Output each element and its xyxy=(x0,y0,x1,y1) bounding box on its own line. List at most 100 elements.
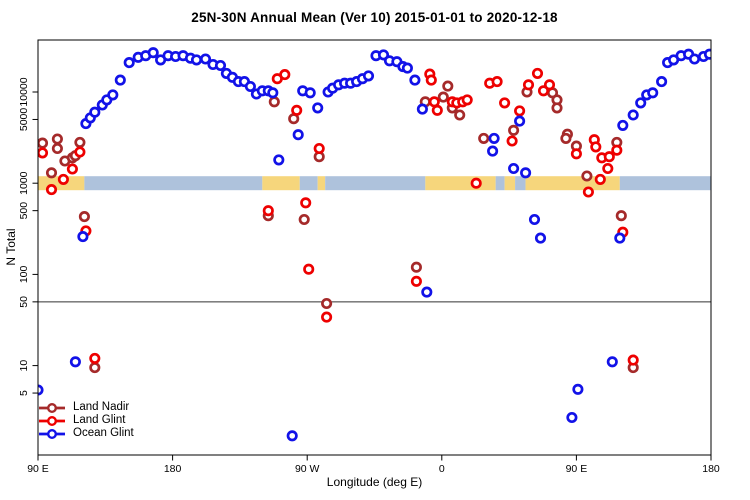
map-band-land-segment xyxy=(425,176,496,191)
legend-item-land-nadir: Land Nadir xyxy=(38,401,134,414)
data-point-ocean-glint xyxy=(703,48,711,60)
data-point-land-nadir xyxy=(51,142,63,155)
y-tick-label: 500 xyxy=(18,202,30,220)
map-band-ocean-segment xyxy=(325,176,426,191)
data-point-land-glint xyxy=(300,197,312,209)
data-point-ocean-glint xyxy=(401,62,413,74)
data-point-land-nadir xyxy=(89,362,101,374)
y-tick-label: 10 xyxy=(18,360,30,372)
data-point-ocean-glint xyxy=(362,70,375,82)
data-point-ocean-glint xyxy=(488,132,500,144)
data-point-ocean-glint xyxy=(614,232,626,244)
data-point-land-glint xyxy=(428,96,440,108)
data-point-ocean-glint xyxy=(534,232,547,244)
data-point-land-nadir xyxy=(615,210,627,222)
data-point-ocean-glint xyxy=(409,74,421,86)
y-tick-label: 50 xyxy=(18,296,30,308)
data-point-land-nadir xyxy=(551,102,563,114)
map-band-land-segment xyxy=(317,176,326,191)
data-point-land-glint xyxy=(531,67,544,79)
map-band-ocean-segment xyxy=(495,176,505,191)
legend-marker-land-nadir xyxy=(39,402,65,413)
data-point-land-nadir xyxy=(478,132,490,144)
data-point-ocean-glint xyxy=(606,356,618,368)
data-point-land-glint xyxy=(279,69,291,81)
data-point-land-nadir xyxy=(38,137,49,149)
data-point-land-glint xyxy=(303,263,315,275)
data-point-land-nadir xyxy=(437,91,449,103)
data-point-ocean-glint xyxy=(107,89,119,101)
data-point-ocean-glint xyxy=(69,356,81,368)
data-point-ocean-glint xyxy=(267,87,279,99)
data-point-land-nadir xyxy=(45,167,58,179)
data-point-ocean-glint xyxy=(89,106,101,118)
data-point-ocean-glint xyxy=(688,53,701,65)
y-tick-label: 1000 xyxy=(18,171,30,195)
data-point-ocean-glint xyxy=(123,57,135,69)
legend: Land Nadir Land Glint Ocean Glint xyxy=(38,401,134,440)
data-point-land-glint xyxy=(313,142,325,155)
data-point-ocean-glint xyxy=(286,430,298,442)
data-point-ocean-glint xyxy=(147,47,159,59)
data-point-land-glint xyxy=(74,146,86,158)
data-point-land-nadir xyxy=(581,170,593,182)
x-tick-label: 90 E xyxy=(27,463,49,475)
data-point-ocean-glint xyxy=(520,167,532,179)
data-point-ocean-glint xyxy=(244,80,256,93)
data-point-land-glint xyxy=(594,173,606,185)
legend-item-ocean-glint: Ocean Glint xyxy=(38,427,134,440)
data-point-ocean-glint xyxy=(292,129,304,141)
data-point-ocean-glint xyxy=(566,411,578,424)
y-tick-label: 100 xyxy=(18,265,30,283)
data-point-land-nadir xyxy=(508,124,520,136)
data-point-ocean-glint xyxy=(656,76,668,88)
data-point-land-glint xyxy=(410,275,422,287)
data-point-land-glint xyxy=(425,74,437,86)
legend-label-land-glint: Land Glint xyxy=(73,414,126,426)
data-point-ocean-glint xyxy=(421,286,433,298)
chart-title: 25N-30N Annual Mean (Ver 10) 2015-01-01 … xyxy=(191,10,558,25)
data-point-land-glint xyxy=(602,162,614,175)
y-tick-label: 5000 xyxy=(18,108,30,132)
y-axis-title: N Total xyxy=(4,228,18,266)
data-point-ocean-glint xyxy=(312,102,324,114)
data-point-ocean-glint xyxy=(77,231,89,243)
data-point-ocean-glint xyxy=(114,74,126,86)
data-point-ocean-glint xyxy=(190,54,203,66)
data-point-land-nadir xyxy=(268,96,280,108)
legend-label-ocean-glint: Ocean Glint xyxy=(73,427,134,439)
y-tick-label: 5 xyxy=(18,390,30,396)
data-point-land-nadir xyxy=(560,132,572,144)
map-band-land-segment xyxy=(504,176,516,191)
x-tick-label: 0 xyxy=(439,463,445,475)
data-point-land-glint xyxy=(506,135,518,147)
data-point-land-glint xyxy=(499,97,511,109)
data-point-land-glint xyxy=(321,311,333,323)
data-point-land-glint xyxy=(431,104,443,116)
data-point-land-nadir xyxy=(410,261,422,273)
data-point-ocean-glint xyxy=(487,145,499,157)
plot-border xyxy=(37,39,712,456)
data-point-land-glint xyxy=(66,163,78,175)
data-point-land-glint xyxy=(522,79,535,91)
legend-label-land-nadir: Land Nadir xyxy=(73,401,130,413)
data-point-land-nadir xyxy=(51,133,63,145)
x-tick-label: 90 E xyxy=(566,463,588,475)
map-band-ocean-segment xyxy=(84,176,263,191)
map-band-ocean-segment xyxy=(299,176,318,191)
data-point-land-nadir xyxy=(442,80,454,92)
data-point-ocean-glint xyxy=(627,109,639,121)
data-point-land-glint xyxy=(38,147,49,159)
data-point-land-glint xyxy=(590,141,602,153)
data-point-ocean-glint xyxy=(508,162,520,175)
data-point-land-glint xyxy=(470,177,482,189)
data-point-ocean-glint xyxy=(647,87,659,99)
x-tick-label: 90 W xyxy=(295,463,320,475)
map-band-ocean-segment xyxy=(515,176,526,191)
data-point-land-nadir xyxy=(298,213,310,226)
legend-marker-ocean-glint xyxy=(39,428,65,439)
x-tick-label: 180 xyxy=(164,463,182,475)
data-point-land-glint xyxy=(461,94,473,106)
data-point-ocean-glint xyxy=(514,115,526,127)
